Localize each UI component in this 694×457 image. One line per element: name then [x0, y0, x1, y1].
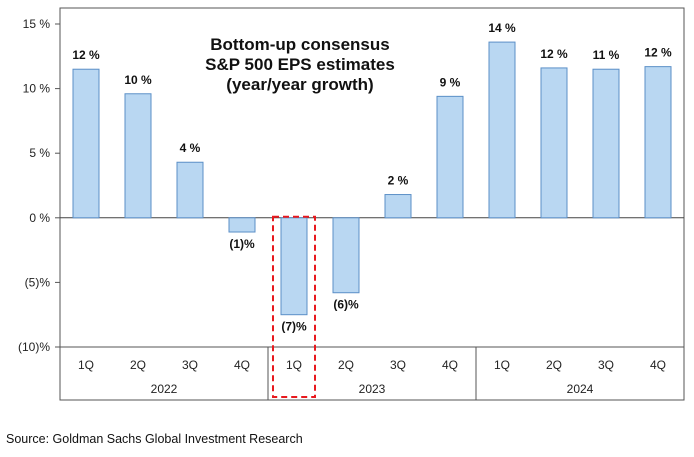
data-label: 12 % — [540, 47, 568, 61]
bar — [644, 66, 672, 219]
data-label: 10 % — [124, 73, 152, 87]
plot-frame — [59, 7, 685, 401]
bar — [176, 161, 204, 219]
data-label: 9 % — [440, 75, 461, 89]
x-tick-label: 4Q — [442, 358, 458, 372]
data-label: 2 % — [388, 174, 409, 188]
bar — [228, 217, 256, 233]
y-tick-label: 15 % — [23, 17, 51, 31]
chart-title-line: S&P 500 EPS estimates — [205, 55, 395, 74]
x-tick-label: 2Q — [338, 358, 354, 372]
data-label: 4 % — [180, 141, 201, 155]
y-tick-label: (5)% — [25, 275, 51, 289]
bar — [540, 67, 568, 219]
bar — [72, 68, 100, 219]
source-note: Source: Goldman Sachs Global Investment … — [6, 432, 303, 446]
data-label: 12 % — [72, 48, 100, 62]
year-label: 2024 — [567, 382, 594, 396]
bar — [592, 68, 620, 219]
bar — [436, 95, 464, 219]
highlight-box — [272, 215, 316, 398]
bar — [280, 217, 308, 316]
data-label: (6)% — [333, 298, 359, 312]
year-label: 2022 — [151, 382, 178, 396]
year-label: 2023 — [359, 382, 386, 396]
x-tick-label: 3Q — [390, 358, 406, 372]
bar — [332, 217, 360, 294]
chart-title-line: (year/year growth) — [226, 75, 373, 94]
y-tick-label: (10)% — [18, 340, 50, 354]
x-tick-label: 2Q — [546, 358, 562, 372]
y-tick-label: 5 % — [29, 146, 50, 160]
data-label: (1)% — [229, 237, 255, 251]
x-tick-label: 1Q — [78, 358, 94, 372]
x-tick-label: 4Q — [650, 358, 666, 372]
bar — [488, 41, 516, 219]
data-label: 14 % — [488, 21, 516, 35]
y-tick-label: 10 % — [23, 82, 51, 96]
x-tick-label: 3Q — [598, 358, 614, 372]
bar — [124, 93, 152, 219]
x-tick-label: 1Q — [286, 358, 302, 372]
x-tick-label: 4Q — [234, 358, 250, 372]
y-tick-label: 0 % — [29, 211, 50, 225]
data-label: (7)% — [281, 320, 307, 334]
x-tick-label: 1Q — [494, 358, 510, 372]
data-label: 11 % — [593, 48, 620, 62]
x-tick-label: 2Q — [130, 358, 146, 372]
chart-title-line: Bottom-up consensus — [210, 35, 389, 54]
x-tick-label: 3Q — [182, 358, 198, 372]
bar — [384, 194, 412, 219]
data-label: 12 % — [644, 46, 672, 60]
